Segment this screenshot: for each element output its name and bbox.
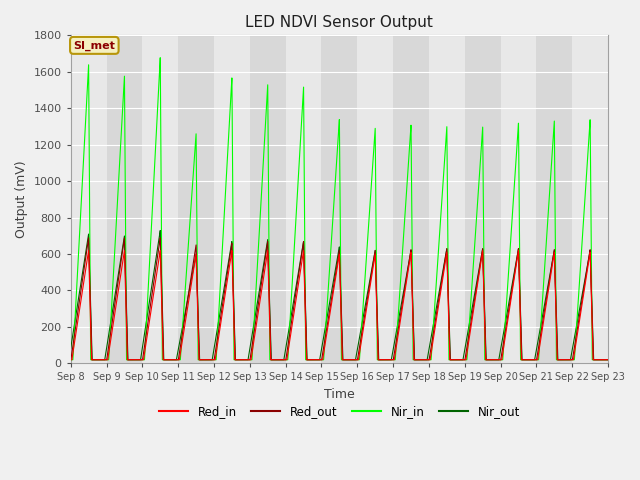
Red_in: [67, 357, 74, 362]
Red_out: [330, 284, 337, 290]
Y-axis label: Output (mV): Output (mV): [15, 160, 28, 238]
Line: Red_in: Red_in: [70, 251, 608, 360]
Nir_in: [156, 55, 164, 60]
Legend: Red_in, Red_out, Nir_in, Nir_out: Red_in, Red_out, Nir_in, Nir_out: [154, 401, 525, 423]
Bar: [214, 36, 250, 363]
Red_out: [89, 357, 97, 362]
Nir_in: [330, 207, 337, 213]
Red_out: [576, 312, 584, 318]
Nir_in: [99, 357, 107, 362]
Red_in: [172, 357, 180, 362]
Red_in: [99, 357, 107, 362]
Bar: [321, 36, 357, 363]
Red_in: [264, 248, 271, 253]
Bar: [142, 36, 178, 363]
Bar: [178, 36, 214, 363]
Bar: [70, 36, 106, 363]
Red_out: [84, 235, 92, 240]
Nir_out: [88, 357, 96, 362]
Line: Nir_in: Nir_in: [70, 58, 608, 360]
Bar: [250, 36, 285, 363]
Bar: [285, 36, 321, 363]
Nir_in: [604, 357, 612, 362]
Line: Red_out: Red_out: [70, 238, 608, 360]
Bar: [106, 36, 142, 363]
Bar: [357, 36, 393, 363]
Nir_in: [89, 357, 97, 362]
Line: Nir_out: Nir_out: [70, 230, 608, 360]
Nir_out: [330, 277, 337, 283]
Bar: [536, 36, 572, 363]
Bar: [465, 36, 500, 363]
Nir_out: [67, 346, 74, 351]
Red_in: [69, 348, 77, 354]
Red_out: [99, 357, 107, 362]
Red_in: [89, 357, 97, 362]
Title: LED NDVI Sensor Output: LED NDVI Sensor Output: [246, 15, 433, 30]
Nir_in: [576, 277, 584, 283]
Red_out: [604, 357, 612, 362]
Nir_out: [156, 228, 164, 233]
Bar: [429, 36, 465, 363]
Nir_out: [172, 357, 180, 362]
Bar: [393, 36, 429, 363]
Red_in: [576, 317, 584, 323]
Nir_in: [69, 352, 77, 358]
Red_in: [330, 288, 337, 294]
Red_in: [604, 357, 612, 362]
Nir_out: [89, 357, 97, 362]
Nir_out: [604, 357, 612, 362]
Nir_in: [172, 357, 180, 362]
Nir_out: [99, 357, 107, 362]
X-axis label: Time: Time: [324, 388, 355, 401]
Bar: [500, 36, 536, 363]
Nir_in: [67, 357, 74, 362]
Nir_out: [69, 330, 77, 336]
Text: SI_met: SI_met: [74, 40, 115, 50]
Nir_out: [576, 306, 584, 312]
Red_out: [172, 357, 180, 362]
Red_out: [67, 357, 74, 362]
Red_out: [69, 341, 77, 347]
Bar: [572, 36, 608, 363]
